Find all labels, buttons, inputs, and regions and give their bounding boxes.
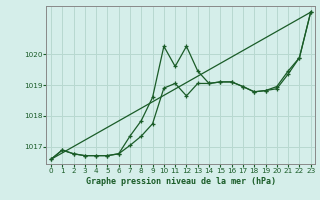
X-axis label: Graphe pression niveau de la mer (hPa): Graphe pression niveau de la mer (hPa) — [86, 177, 276, 186]
